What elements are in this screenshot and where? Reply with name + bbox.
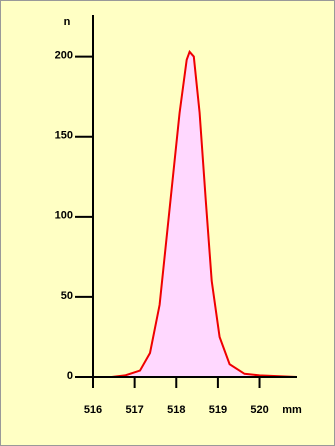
area-fill bbox=[111, 51, 297, 378]
y-tick-label: 50 bbox=[61, 290, 73, 302]
x-tick-label: 520 bbox=[250, 404, 268, 416]
y-tick-label: 150 bbox=[55, 130, 73, 142]
y-tick-label: 100 bbox=[55, 210, 73, 222]
x-tick-label: 517 bbox=[125, 404, 143, 416]
x-axis-label: mm bbox=[282, 404, 302, 416]
line bbox=[111, 49, 297, 378]
y-tick-label: 0 bbox=[67, 370, 73, 382]
y-tick-label: 200 bbox=[55, 50, 73, 62]
y-axis-label: n bbox=[64, 16, 71, 28]
x-tick-label: 518 bbox=[167, 404, 185, 416]
x-tick-label: 519 bbox=[209, 404, 227, 416]
x-tick-label: 516 bbox=[84, 404, 102, 416]
